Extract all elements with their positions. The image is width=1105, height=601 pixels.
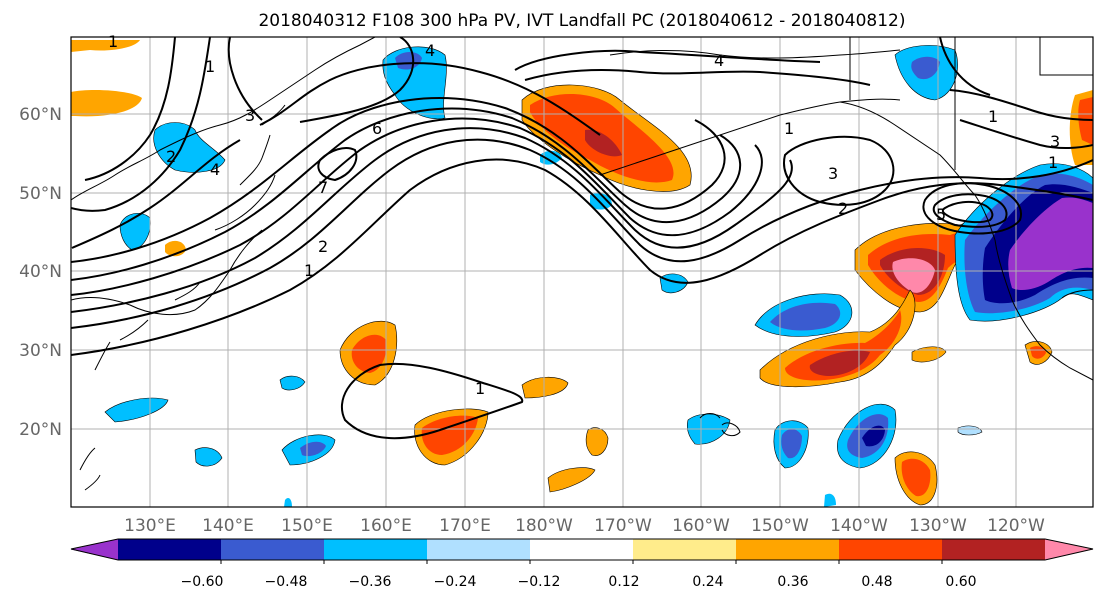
ivt-positive-region: [901, 458, 931, 497]
colorbar-tick-label: −0.48: [265, 574, 308, 590]
lon-label: 160°W: [672, 516, 730, 536]
map-panel: 1 1 4 4 3 1 3 2 2 4 1 1 6 7 3 2 1 5 1: [70, 32, 1094, 508]
lon-label: 150°W: [751, 516, 809, 536]
ivt-positive-region: [1030, 346, 1046, 359]
map-title: 2018040312 F108 300 hPa PV, IVT Landfall…: [258, 11, 905, 31]
contour-label: 7: [318, 178, 328, 197]
colorbar-segment: [839, 539, 943, 560]
colorbar-tick-label: −0.36: [349, 574, 392, 590]
contour-label: 2: [318, 237, 328, 256]
colorbar-tick-label: −0.60: [181, 574, 224, 590]
colorbar-segment: [1045, 539, 1093, 560]
ivt-negative-region: [284, 498, 292, 507]
colorbar-tick-label: 0.12: [608, 574, 639, 590]
lon-label: 140°W: [830, 516, 888, 536]
shaded-field: [71, 40, 1093, 507]
lon-label: 130°W: [909, 516, 967, 536]
lat-label: 60°N: [19, 105, 62, 125]
colorbar: −0.60 −0.48 −0.36 −0.24 −0.12 0.12 0.24 …: [70, 538, 1094, 590]
ivt-positive-region: [585, 427, 609, 456]
pv-contours: [71, 37, 1093, 440]
lon-label: 160°E: [360, 516, 412, 536]
contour-label: 1: [1048, 153, 1058, 172]
ivt-positive-region: [71, 40, 140, 52]
contour-label: 1: [205, 57, 215, 76]
colorbar-tick-label: 0.60: [945, 574, 976, 590]
colorbar-segment: [71, 539, 118, 560]
lon-label: 170°W: [594, 516, 652, 536]
ivt-positive-region: [421, 415, 478, 455]
ivt-negative-region: [957, 425, 983, 436]
colorbar-ticks: [220, 560, 943, 564]
colorbar-segment: [221, 539, 325, 560]
ivt-positive-region: [1078, 97, 1093, 145]
contour-label: 5: [936, 205, 946, 224]
longitude-labels: 130°E 140°E 150°E 160°E 170°E 180°W 170°…: [124, 516, 1045, 536]
colorbar-segment: [942, 539, 1046, 560]
contour-labels: 1 1 4 4 3 1 3 2 2 4 1 1 6 7 3 2 1 5 1: [108, 32, 1060, 398]
contour-label: 2: [166, 147, 176, 166]
ivt-positive-region: [351, 334, 387, 373]
lon-label: 150°E: [281, 516, 333, 536]
contour-label: 1: [784, 119, 794, 138]
contour-label: 3: [1050, 132, 1060, 151]
lat-label: 40°N: [19, 262, 62, 282]
contour-label: 4: [210, 160, 220, 179]
ivt-negative-region: [153, 122, 226, 173]
ivt-negative-region: [1008, 197, 1093, 290]
map-frame: [70, 36, 1094, 508]
contour-label: 1: [475, 379, 485, 398]
contour-label: 1: [304, 261, 314, 280]
contour-label: 1: [108, 32, 118, 51]
lon-label: 180°W: [515, 516, 573, 536]
colorbar-segments: [71, 539, 1093, 560]
ivt-positive-region: [547, 467, 596, 493]
ivt-negative-region: [395, 52, 422, 70]
lon-label: 120°W: [987, 516, 1045, 536]
ivt-positive-region: [521, 376, 569, 399]
colorbar-tick-labels: −0.60 −0.48 −0.36 −0.24 −0.12 0.12 0.24 …: [181, 574, 977, 590]
ivt-negative-region: [540, 150, 562, 165]
ivt-positive-region: [892, 258, 935, 293]
ivt-negative-region: [770, 302, 841, 331]
contour-label: 3: [828, 164, 838, 183]
colorbar-segment: [736, 539, 840, 560]
lat-label: 30°N: [19, 341, 62, 361]
latitude-labels: 60°N 50°N 40°N 30°N 20°N: [19, 105, 62, 440]
coastlines: [71, 37, 1093, 491]
contour-label: 1: [988, 107, 998, 126]
contour-label: 6: [372, 119, 382, 138]
colorbar-outline: [70, 538, 1094, 561]
contour-label: 4: [425, 41, 435, 60]
colorbar-segment: [324, 539, 428, 560]
colorbar-tick-label: 0.36: [777, 574, 808, 590]
colorbar-segment: [633, 539, 737, 560]
ivt-negative-region: [194, 447, 223, 467]
ivt-negative-region: [781, 429, 802, 459]
colorbar-tick-label: −0.24: [434, 574, 477, 590]
ivt-negative-region: [862, 425, 885, 447]
colorbar-segment: [530, 539, 634, 560]
colorbar-tick-label: 0.24: [692, 574, 723, 590]
lat-label: 20°N: [19, 420, 62, 440]
ivt-positive-region: [809, 350, 870, 376]
lon-label: 170°E: [439, 516, 491, 536]
colorbar-segment: [427, 539, 531, 560]
ivt-positive-region: [585, 129, 622, 157]
ivt-positive-region: [71, 90, 142, 117]
ivt-negative-region: [279, 375, 306, 391]
contour-label: 3: [245, 106, 255, 125]
lon-label: 140°E: [202, 516, 254, 536]
colorbar-segment: [118, 539, 222, 560]
colorbar-tick-label: 0.48: [861, 574, 892, 590]
colorbar-tick-label: −0.12: [518, 574, 561, 590]
contour-label: 2: [838, 199, 848, 218]
contour-label: 4: [714, 51, 724, 70]
ivt-negative-region: [104, 397, 169, 423]
ivt-negative-region: [911, 56, 940, 80]
lat-label: 50°N: [19, 184, 62, 204]
lon-label: 130°E: [124, 516, 176, 536]
ivt-negative-region: [824, 493, 836, 507]
